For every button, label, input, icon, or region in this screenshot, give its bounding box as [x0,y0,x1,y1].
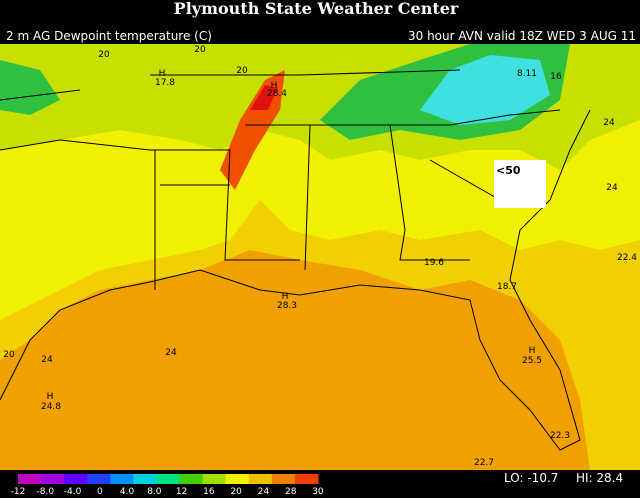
colorbar-tick: -8.0 [36,487,54,497]
colorbar-tick: 4.0 [120,487,135,497]
station-value: 28.3 [277,301,297,311]
station-value: 24 [606,183,618,193]
station-value: 22.3 [550,431,570,441]
colorbar-swatch [64,474,88,484]
colorbar-swatch [248,474,273,484]
map-labels: 20 20 17.8 20 28.4 8.11 16 24 24 19.6 22.4 18.7 28.3… [3,45,637,468]
missing-data-box [494,160,546,208]
colorbar-swatch [133,474,157,484]
colorbar-swatch [225,474,250,484]
colorbar-swatch [18,474,42,484]
colorbar-swatch [41,474,65,484]
colorbar-swatch [271,474,296,484]
station-value: 28.4 [267,89,287,99]
high-marker: H [159,69,166,79]
station-value: 20 [98,50,110,60]
colorbar-tick: 0 [97,487,103,497]
colorbar-swatch [202,474,227,484]
low-value: LO: -10.7 [504,471,558,485]
station-value: 17.8 [155,78,175,88]
station-value: 22.7 [474,458,494,468]
high-marker: H [47,392,54,402]
high-value: HI: 28.4 [576,471,623,485]
colorbar-tick: 8.0 [147,487,162,497]
colorbar-swatch [294,474,319,484]
valid-time: 30 hour AVN valid 18Z WED 3 AUG 11 [408,29,636,43]
colorbar-swatch [87,474,111,484]
colorbar-tick: 28 [285,487,297,497]
boundaries [0,69,591,451]
colorbar-tick: -4.0 [64,487,82,497]
field-cyan [420,55,550,125]
station-value: 20 [3,350,15,360]
station-value: 24 [165,348,177,358]
colorbar: -12 -8.0 -4.0 0 4.0 8.0 12 16 20 24 28 30 [11,474,324,497]
station-value: 18.7 [497,282,517,292]
field-red [250,85,278,110]
colorbar-tick: 12 [176,487,187,497]
high-marker: H [271,81,278,91]
station-value: 16 [550,72,562,82]
colorbar-tick: 30 [312,487,324,497]
station-value: 24.8 [41,402,61,412]
high-marker: H [282,292,289,302]
site-title: Plymouth State Weather Center [174,0,459,18]
product-title: 2 m AG Dewpoint temperature (C) [6,29,212,43]
colorbar-tick: 24 [258,487,270,497]
station-value: 25.5 [522,356,542,366]
station-value: 22.4 [617,253,637,263]
colorbar-tick: 20 [230,487,242,497]
field-green [0,44,570,140]
high-marker: H [529,346,536,356]
colorbar-tick: 16 [203,487,215,497]
map: <50 20 20 17.8 20 28.4 8.11 16 24 24 19.6 22.4 18.7… [0,44,640,470]
station-value: 24 [603,118,615,128]
box-label: <50 [496,164,521,177]
colorbar-swatch [110,474,134,484]
station-value: 20 [236,66,248,76]
station-value: 8.11 [517,69,537,79]
station-value: 20 [194,45,206,55]
colorbar-swatch [156,474,181,484]
station-value: 19.6 [424,258,444,268]
colorbar-swatch [179,474,204,484]
station-value: 24 [41,355,53,365]
colorbar-tick: -12 [11,487,26,497]
